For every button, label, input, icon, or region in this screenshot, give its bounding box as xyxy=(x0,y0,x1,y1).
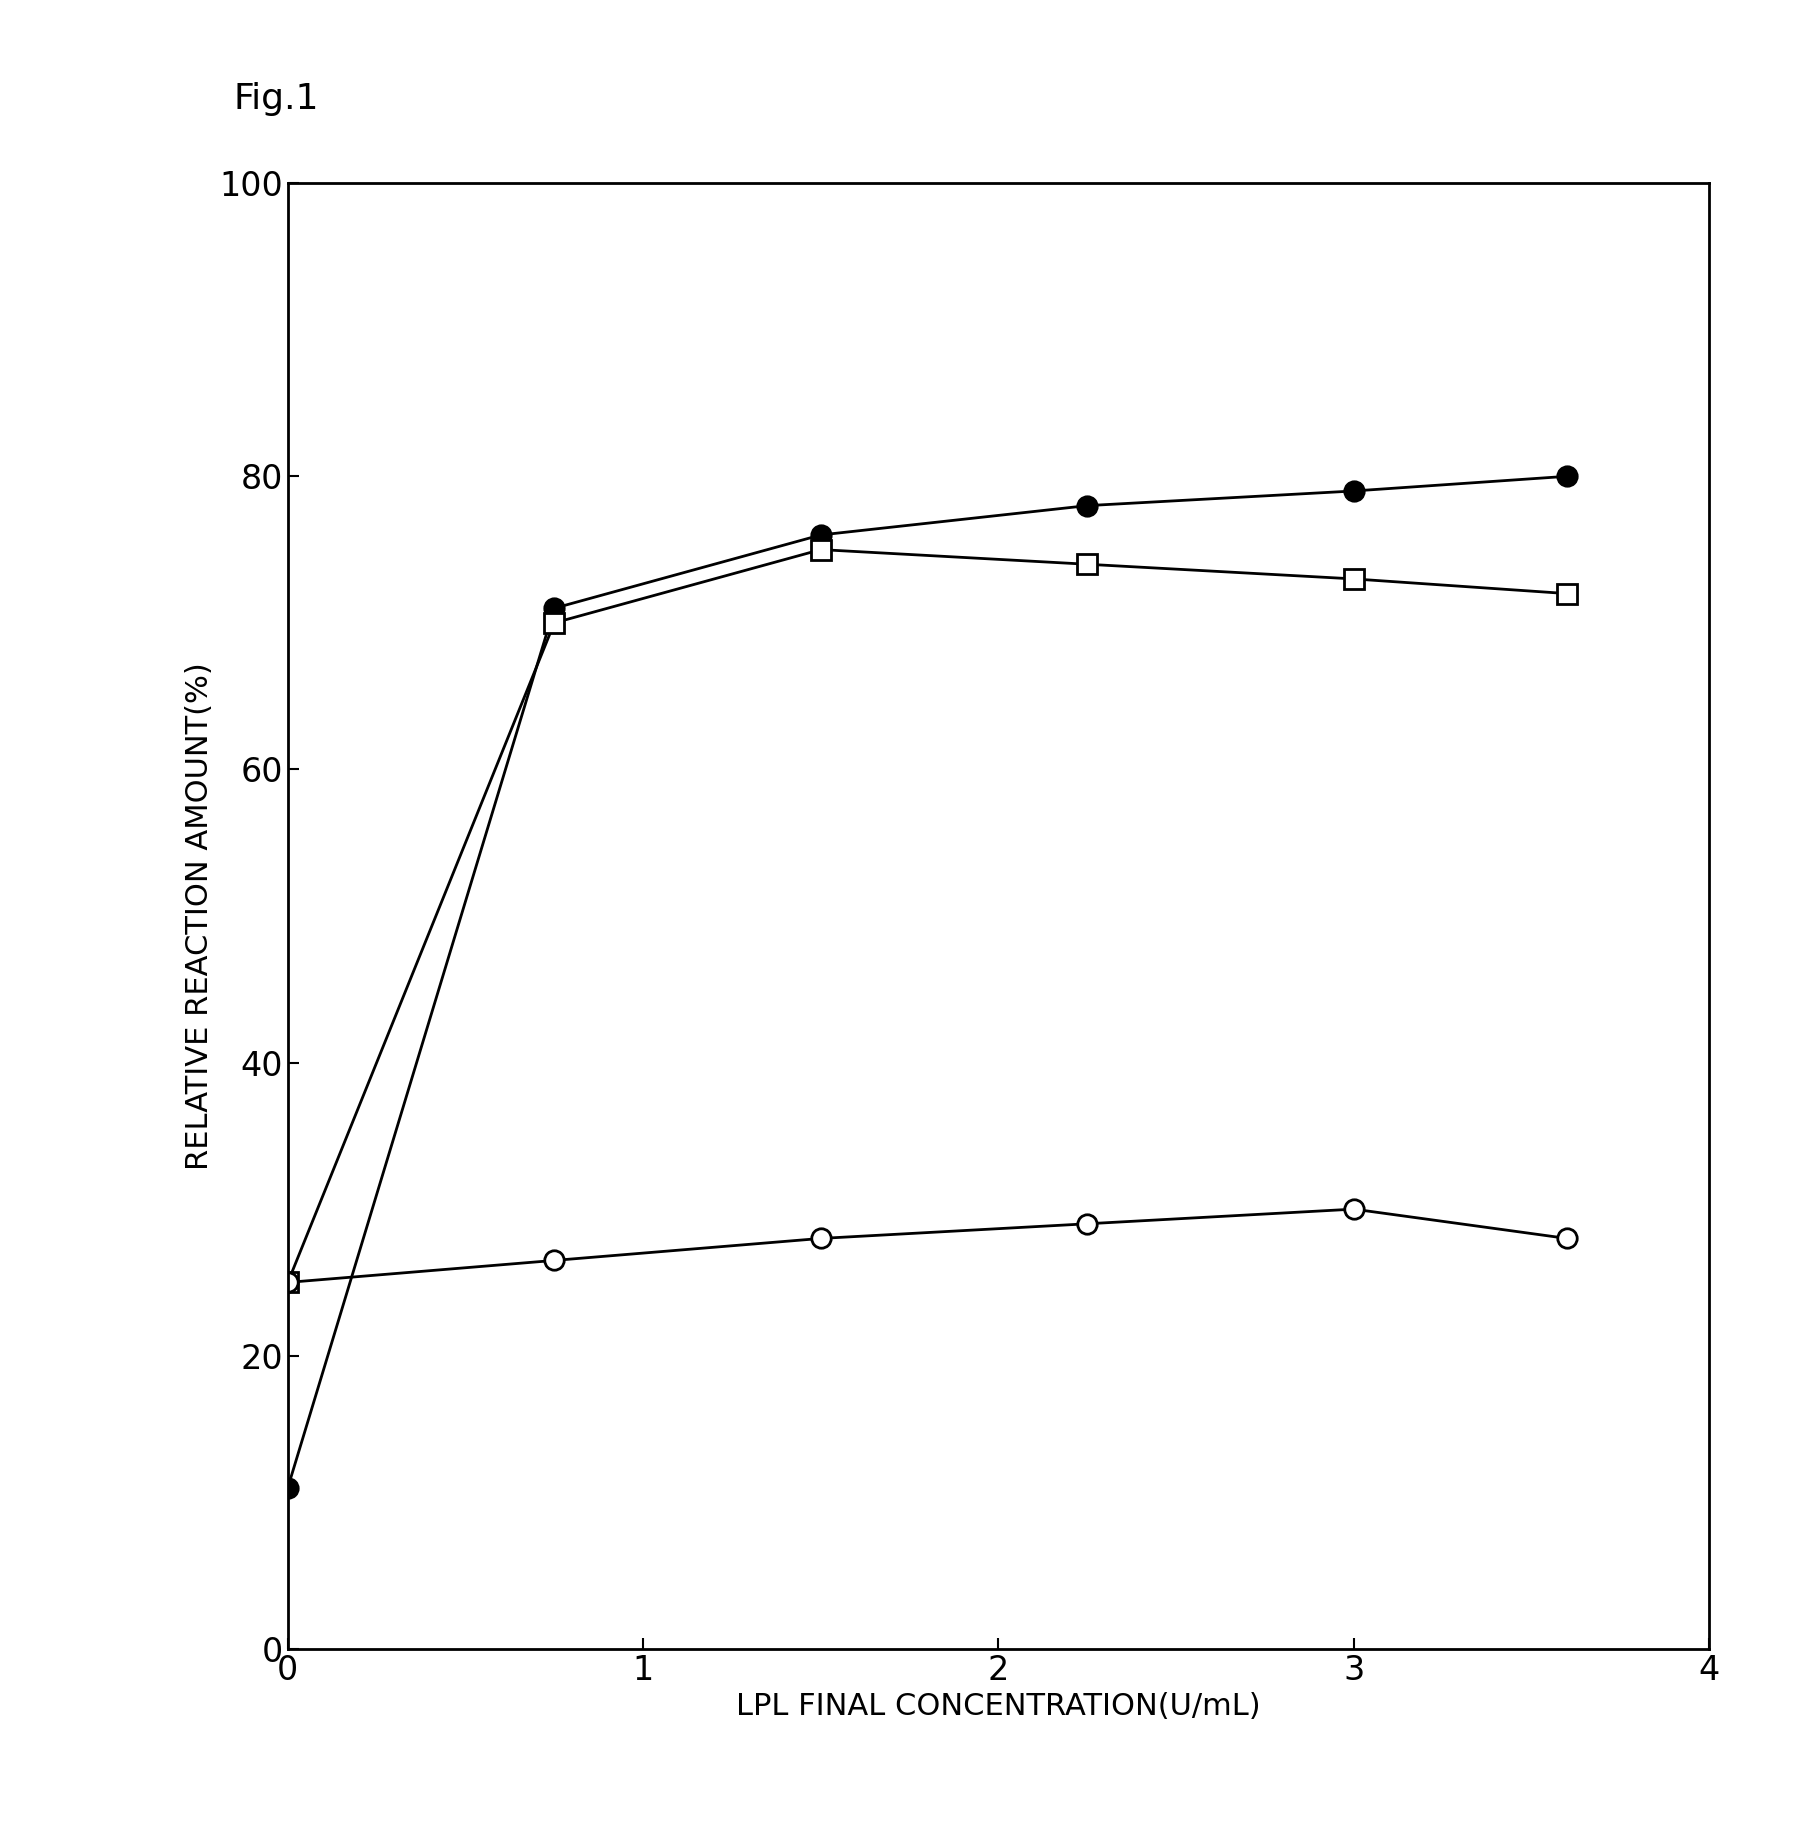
Text: Fig.1: Fig.1 xyxy=(234,82,320,117)
X-axis label: LPL FINAL CONCENTRATION(U/mL): LPL FINAL CONCENTRATION(U/mL) xyxy=(735,1693,1260,1722)
Y-axis label: RELATIVE REACTION AMOUNT(%): RELATIVE REACTION AMOUNT(%) xyxy=(185,661,214,1171)
